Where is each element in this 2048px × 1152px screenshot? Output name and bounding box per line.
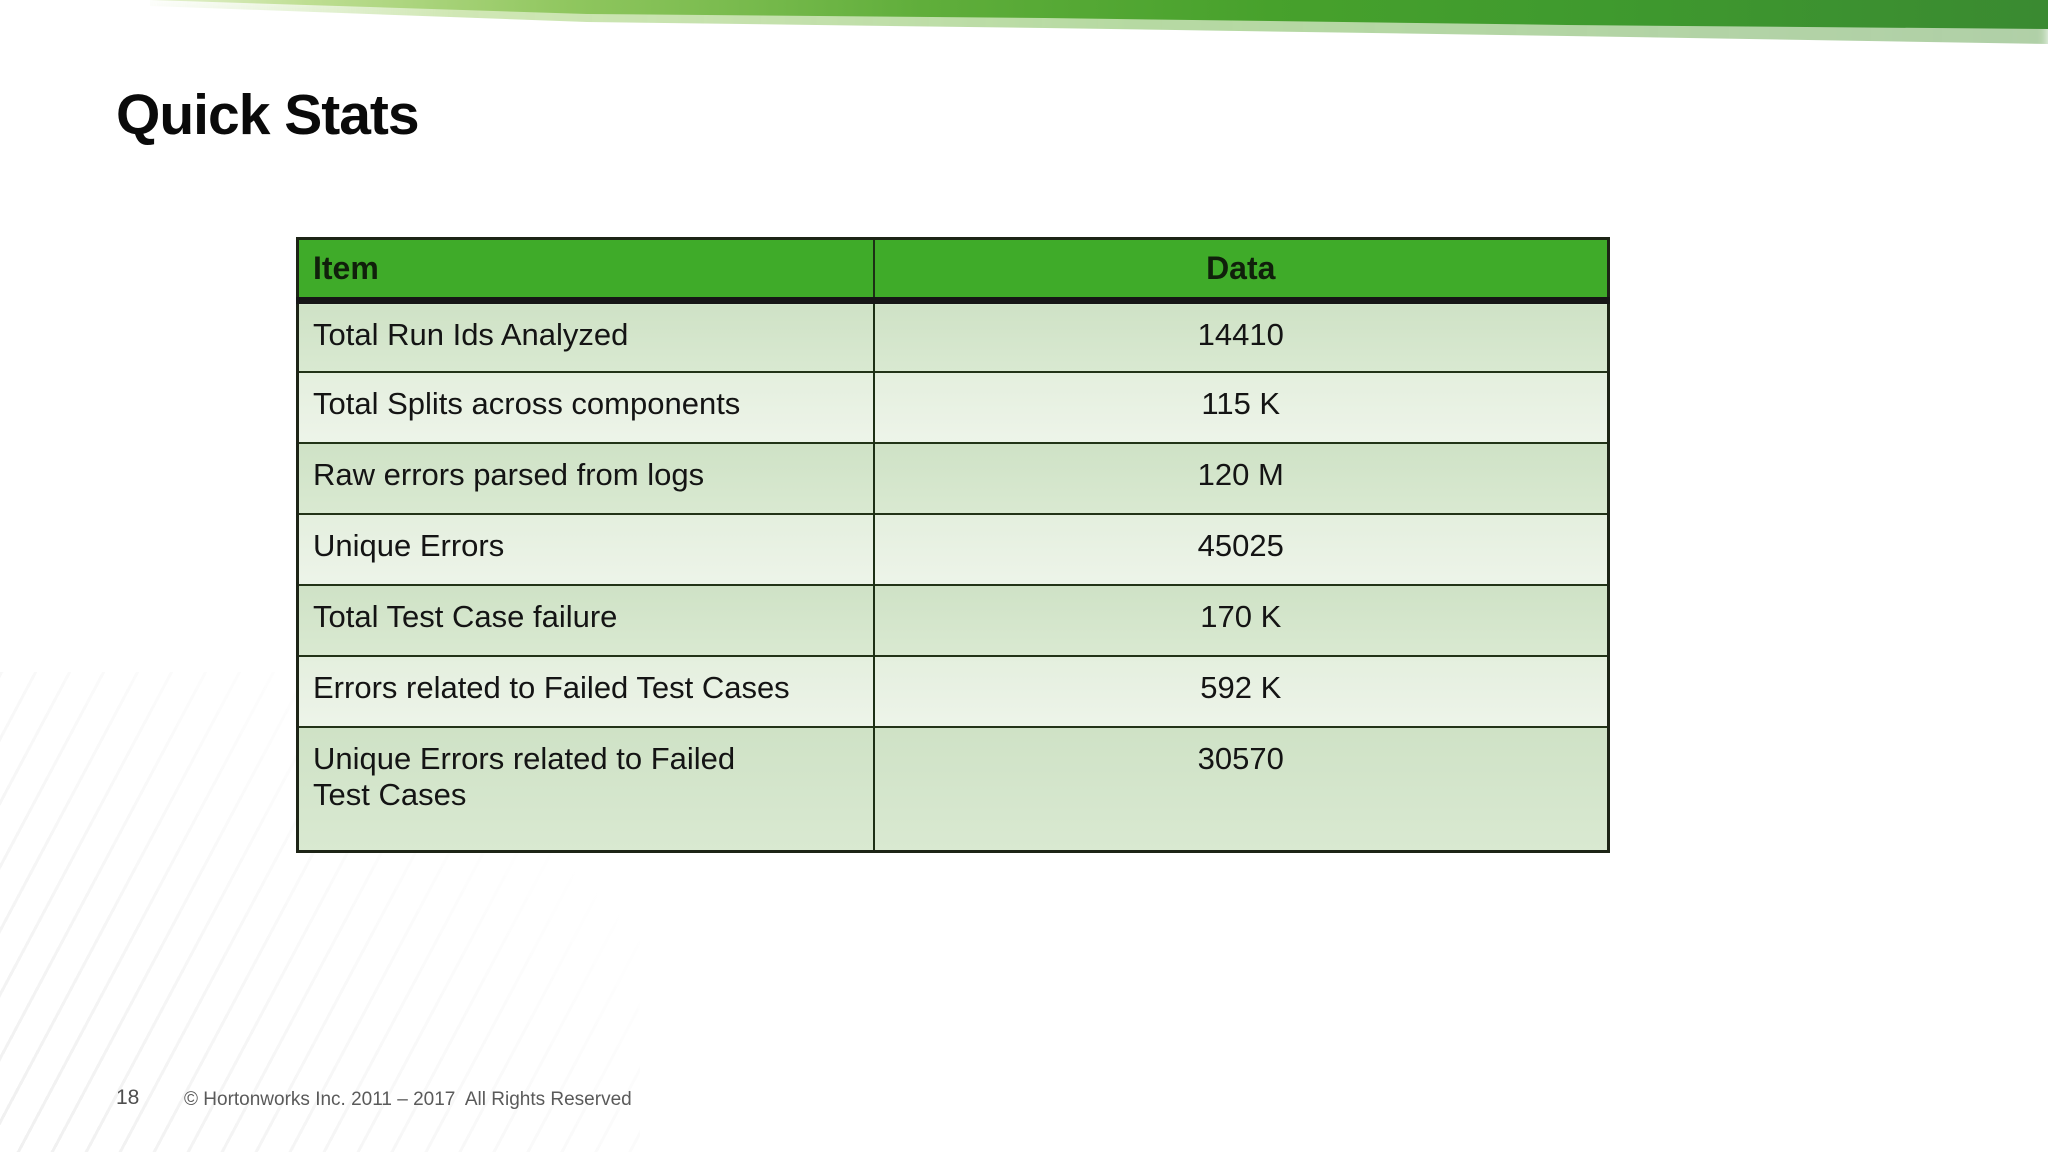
copyright-text: © Hortonworks Inc. 2011 – 2017 All Right…: [184, 1089, 632, 1110]
item-cell: Unique Errors: [297, 512, 874, 585]
data-cell: 592 K: [872, 654, 1609, 727]
table-row: Total Run Ids Analyzed 14410: [297, 299, 1609, 372]
table-row: Total Test Case failure 170 K: [297, 583, 1609, 656]
table-row: Raw errors parsed from logs 120 M: [297, 441, 1609, 514]
data-cell: 45025: [872, 512, 1609, 585]
table-header-row: Item Data: [297, 238, 1609, 304]
item-cell: Raw errors parsed from logs: [297, 441, 874, 514]
stats-table-body: Total Run Ids Analyzed 14410 Total Splits …: [297, 299, 1609, 852]
table-row: Errors related to Failed Test Cases 592 K: [297, 654, 1609, 727]
item-cell: Errors related to Failed Test Cases: [297, 654, 874, 727]
data-cell: 115 K: [872, 370, 1609, 443]
page-title: Quick Stats: [116, 83, 420, 147]
column-header-item: Item: [297, 238, 874, 304]
item-cell: Total Splits across components: [297, 370, 874, 443]
data-cell: 120 M: [872, 441, 1609, 514]
item-cell: Total Test Case failure: [297, 583, 874, 656]
data-cell: 30570: [872, 725, 1609, 852]
table-row: Unique Errors 45025: [297, 512, 1609, 585]
item-cell: Total Run Ids Analyzed: [297, 299, 874, 372]
table-row: Unique Errors related to Failed Test Cas…: [297, 725, 1609, 852]
column-header-data: Data: [872, 238, 1609, 304]
item-cell: Unique Errors related to Failed Test Cas…: [297, 725, 874, 852]
quick-stats-table: Item Data Total Run Ids Analyzed 14410 Tot…: [296, 237, 1610, 853]
data-cell: 14410: [872, 299, 1609, 372]
table-row: Total Splits across components 115 K: [297, 370, 1609, 443]
slide-page-number: 18: [116, 1086, 140, 1109]
data-cell: 170 K: [872, 583, 1609, 656]
